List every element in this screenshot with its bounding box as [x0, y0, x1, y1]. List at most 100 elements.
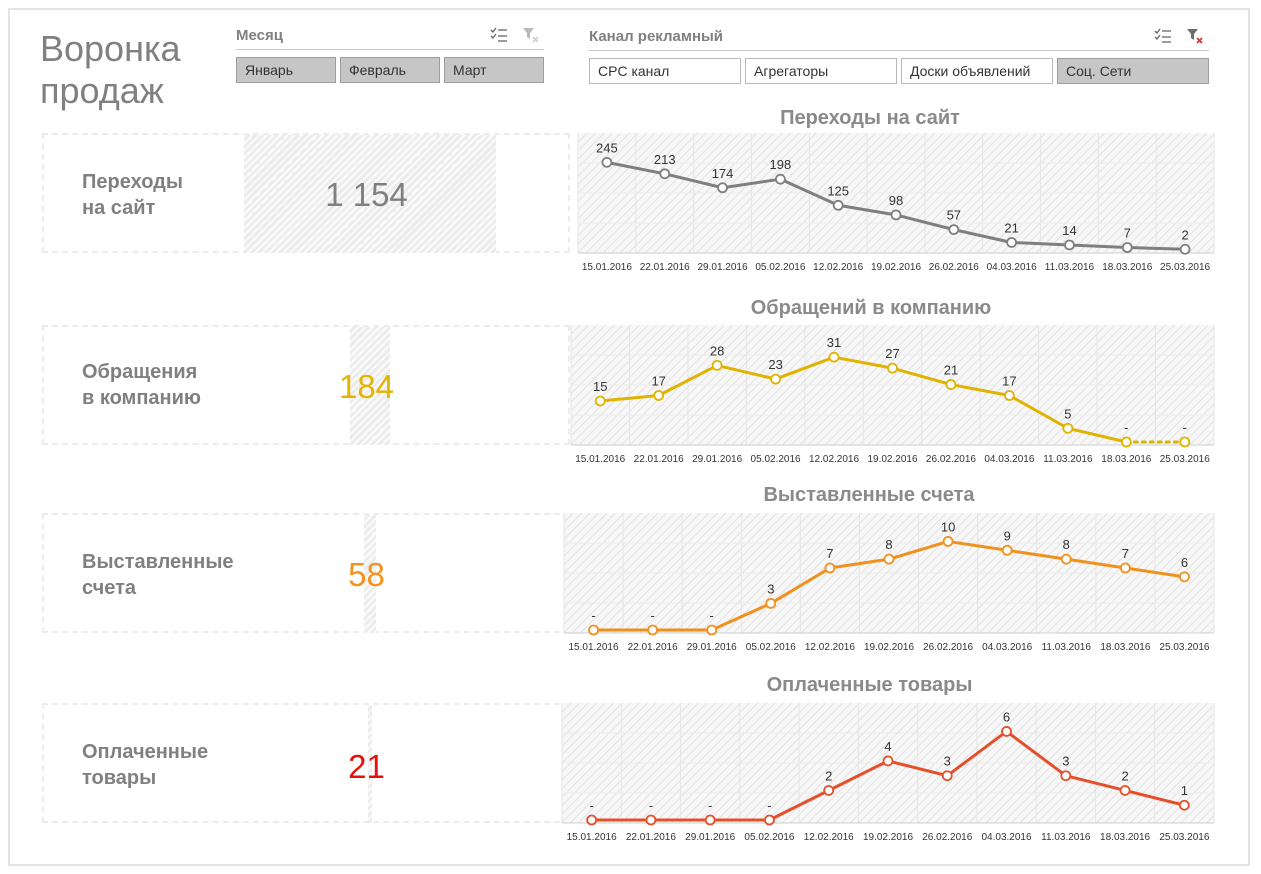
data-point [601, 156, 613, 168]
page-title: Воронка продаж [40, 28, 181, 111]
chart-invoices: - 15.01.2016 - 22.01.2016 - 29.01.2016 3 05.02.… [563, 513, 1215, 653]
data-label: 10 [941, 519, 955, 534]
data-label: 2 [1121, 768, 1128, 783]
data-point [1004, 390, 1015, 401]
data-label: - [589, 798, 593, 813]
data-point [774, 173, 786, 185]
data-label: 5 [1064, 406, 1071, 421]
series-line-segment [657, 363, 719, 397]
series-line-segment [1007, 394, 1070, 430]
x-tick-label: 19.02.2016 [871, 262, 921, 273]
data-point [823, 785, 835, 796]
data-label: 23 [768, 357, 782, 372]
data-label: 2 [1181, 227, 1188, 242]
month-slicer-icons [490, 27, 540, 43]
chart-visits: 245 15.01.2016 213 22.01.2016 174 29.01.2016 1… [577, 133, 1215, 273]
series-line-segment [715, 363, 778, 381]
x-tick-label: 26.02.2016 [922, 832, 972, 843]
month-slicer-header: Месяц [236, 27, 544, 50]
x-tick-label: 15.01.2016 [582, 262, 632, 273]
data-point [1064, 239, 1075, 251]
channel-button-social[interactable]: Соц. Сети [1057, 58, 1209, 84]
data-point [770, 373, 781, 385]
month-button-february[interactable]: Февраль [340, 57, 440, 83]
clear-filter-icon[interactable] [1186, 28, 1204, 44]
kpi-box-visits: Переходы на сайт 1 154 [42, 133, 570, 253]
month-button-january[interactable]: Январь [236, 57, 336, 83]
data-label: 17 [1002, 374, 1016, 389]
series-line-segment [1067, 243, 1129, 249]
data-point [594, 395, 606, 407]
series-line-segment [952, 228, 1014, 244]
data-point [1120, 436, 1132, 448]
multi-select-icon[interactable] [490, 27, 508, 43]
data-label: - [708, 798, 712, 813]
x-tick-label: 04.03.2016 [987, 262, 1037, 273]
x-tick-label: 18.03.2016 [1100, 642, 1150, 653]
series-line-segment [886, 759, 949, 778]
data-label: - [767, 798, 771, 813]
data-label: 1 [1181, 783, 1188, 798]
series-line-segment [945, 729, 1009, 778]
series-line-segment [891, 366, 953, 387]
x-tick-label: 04.03.2016 [982, 642, 1032, 653]
channel-button-aggregators[interactable]: Агрегаторы [745, 58, 897, 84]
channel-slicer-header: Канал рекламный [589, 28, 1209, 51]
x-tick-label: 05.02.2016 [755, 262, 805, 273]
data-label: 4 [884, 739, 891, 754]
data-point [764, 814, 775, 826]
series-line-segment [1064, 557, 1127, 570]
x-tick-label: 29.01.2016 [692, 454, 742, 465]
data-point [948, 224, 960, 236]
x-tick-label: 11.03.2016 [1041, 832, 1091, 843]
data-point [1001, 544, 1013, 556]
chart-title: Оплаченные товары [766, 674, 973, 696]
data-point [1060, 770, 1072, 782]
data-label: 21 [1004, 220, 1018, 235]
data-label: 9 [1004, 528, 1011, 543]
x-tick-label: 15.01.2016 [569, 642, 619, 653]
series-line-segment [1010, 240, 1071, 247]
data-point [890, 209, 902, 221]
dashboard-frame [8, 8, 1250, 866]
series-line-segment [605, 160, 667, 176]
data-point [711, 360, 723, 371]
series-line-segment [710, 601, 773, 632]
x-tick-label: 12.02.2016 [805, 642, 855, 653]
data-point [882, 755, 894, 767]
kpi-label: Переходы на сайт [82, 171, 183, 219]
data-label: 125 [827, 183, 849, 198]
channel-button-classifieds[interactable]: Доски объявлений [901, 58, 1053, 84]
channel-button-cpc[interactable]: CPC канал [589, 58, 741, 84]
kpi-box-requests: Обращения в компанию 184 [42, 325, 570, 445]
clear-filter-icon[interactable] [522, 27, 540, 43]
data-label: - [1124, 420, 1128, 435]
kpi-value: 184 [338, 368, 395, 405]
x-tick-label: 12.02.2016 [804, 832, 854, 843]
data-point [647, 624, 659, 636]
data-point [832, 199, 844, 211]
series-line-segment [894, 213, 956, 232]
x-tick-label: 25.03.2016 [1159, 832, 1209, 843]
series-line-segment [1066, 426, 1128, 444]
kpi-box-invoices: Выставленные счета 58 [42, 513, 570, 633]
data-label: 57 [947, 208, 961, 223]
data-label: 7 [1122, 546, 1129, 561]
month-button-march[interactable]: Март [444, 57, 544, 83]
chart-requests: 15 15.01.2016 17 22.01.2016 28 29.01.2016 23 05… [570, 325, 1215, 465]
x-tick-label: 04.03.2016 [982, 832, 1032, 843]
kpi-label: Оплаченные товары [82, 741, 209, 789]
x-tick-label: 25.03.2016 [1160, 454, 1210, 465]
series-line-segment [832, 355, 894, 370]
x-tick-label: 12.02.2016 [809, 454, 859, 465]
data-point [586, 814, 598, 826]
kpi-bar [349, 327, 391, 445]
x-tick-label: 29.01.2016 [687, 642, 737, 653]
data-point [1062, 422, 1074, 434]
data-label: 15 [593, 379, 607, 394]
data-point [653, 390, 665, 401]
x-tick-label: 12.02.2016 [813, 262, 863, 273]
data-label: 3 [767, 581, 774, 596]
multi-select-icon[interactable] [1154, 28, 1172, 44]
data-label: 198 [770, 157, 792, 172]
